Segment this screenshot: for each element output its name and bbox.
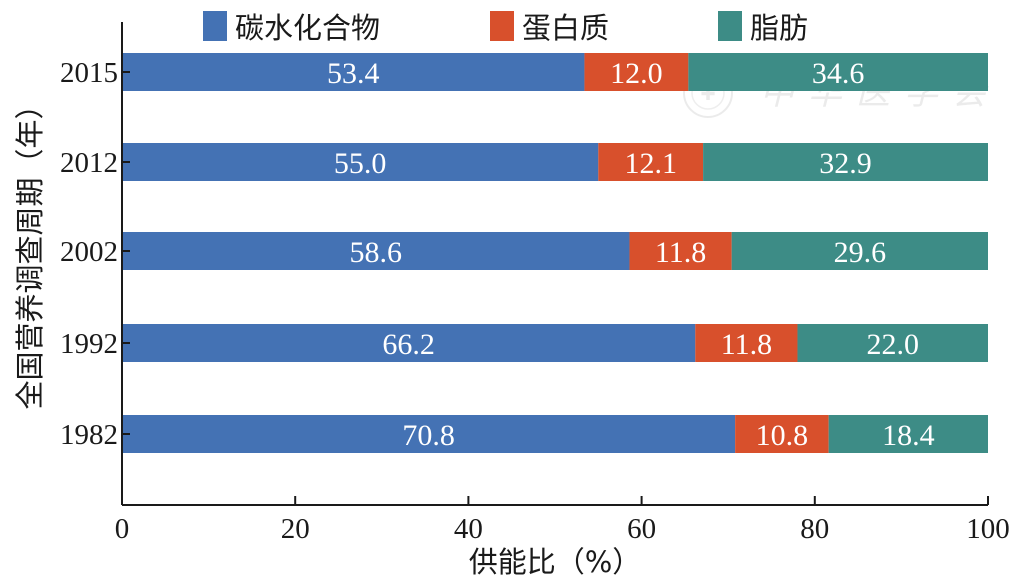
- data-label-1982-s1: 10.8: [756, 419, 809, 452]
- data-label-2015-s0: 53.4: [327, 57, 380, 90]
- data-label-2002-s2: 29.6: [834, 236, 887, 269]
- data-label-2012-s0: 55.0: [334, 147, 387, 180]
- x-tick-label-20: 20: [281, 513, 310, 545]
- bar-segment-2015-s1: [584, 53, 689, 91]
- data-label-2002-s0: 58.6: [349, 236, 402, 269]
- bar-segment-2012-s1: [598, 143, 704, 181]
- y-tick-label-2002: 2002: [60, 236, 118, 268]
- legend: 碳水化合物 蛋白质 脂肪: [203, 11, 808, 45]
- bar-segment-1992-s0: [122, 324, 696, 362]
- bar-segment-2002-s1: [629, 232, 732, 270]
- data-label-2012-s1: 12.1: [624, 147, 677, 180]
- y-tick-label-1982: 1982: [60, 419, 118, 451]
- x-tick-label-0: 0: [115, 513, 130, 545]
- x-tick-label-40: 40: [454, 513, 483, 545]
- bar-segment-2015-s2: [688, 53, 988, 91]
- bar-segment-1992-s2: [797, 324, 988, 362]
- legend-label-1: 蛋白质: [522, 11, 609, 45]
- bar-segment-1982-s0: [122, 415, 736, 453]
- data-label-1992-s0: 66.2: [382, 328, 435, 361]
- bar-segment-2002-s0: [122, 232, 630, 270]
- data-label-2015-s2: 34.6: [812, 57, 865, 90]
- data-label-1992-s2: 22.0: [866, 328, 919, 361]
- bar-segment-2012-s0: [122, 143, 599, 181]
- data-label-1982-s2: 18.4: [882, 419, 935, 452]
- axes: 0 20 40 60 80 100 2015 2012 2002 1992 1982: [60, 22, 1010, 545]
- data-label-2015-s1: 12.0: [610, 57, 663, 90]
- data-label-1982-s0: 70.8: [402, 419, 455, 452]
- legend-swatch-2: [718, 11, 742, 41]
- y-tick-label-1992: 1992: [60, 328, 118, 360]
- data-label-1992-s1: 11.8: [721, 328, 772, 361]
- bar-segment-1992-s1: [695, 324, 798, 362]
- y-tick-label-2012: 2012: [60, 147, 118, 179]
- x-tick-label-60: 60: [627, 513, 656, 545]
- bar-segment-2012-s2: [703, 143, 988, 181]
- bar-segment-2015-s0: [122, 53, 585, 91]
- bar-segment-1982-s1: [735, 415, 829, 453]
- data-label-2012-s2: 32.9: [819, 147, 872, 180]
- y-axis-label: 全国营养调查周期（年）: [13, 90, 47, 409]
- legend-label-0: 碳水化合物: [235, 11, 380, 45]
- bar-segment-2002-s2: [731, 232, 988, 270]
- x-tick-label-80: 80: [800, 513, 829, 545]
- data-label-2002-s1: 11.8: [655, 236, 706, 269]
- bars: 53.4 12.0 34.6 55.0 12.1 32.9 58.6 11.8 29.6 66.2…: [122, 53, 988, 453]
- x-axis-label: 供能比（%）: [469, 545, 642, 579]
- legend-swatch-0: [203, 11, 227, 41]
- bar-segment-1982-s2: [828, 415, 988, 453]
- y-tick-label-2015: 2015: [60, 57, 118, 89]
- x-tick-label-100: 100: [966, 513, 1010, 545]
- legend-label-2: 脂肪: [750, 11, 808, 45]
- legend-swatch-1: [490, 11, 514, 41]
